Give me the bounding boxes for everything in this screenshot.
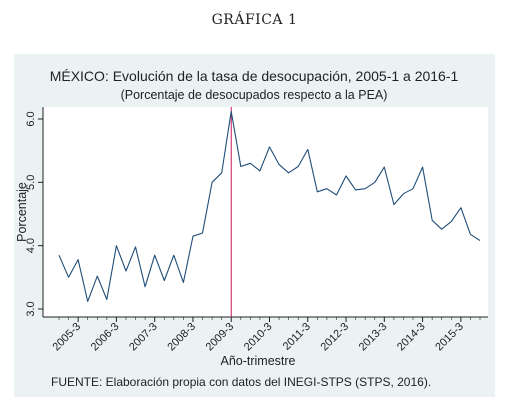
x-tick-label: 2008-3	[165, 321, 198, 354]
y-tick-label: 4.0	[25, 238, 37, 253]
y-tick-label: 6.0	[25, 111, 37, 126]
x-tick-label: 2007-3	[127, 321, 160, 354]
x-tick-label: 2010-3	[242, 321, 275, 354]
chart-panel: MÉXICO: Evolución de la tasa de desocupa…	[14, 54, 495, 397]
plot-area	[43, 107, 488, 317]
y-tick-label: 5.0	[25, 175, 37, 190]
figure-caption: GRÁFICA 1	[211, 12, 298, 28]
x-tick-label: 2006-3	[89, 321, 122, 354]
x-axis-label: Año-trimestre	[220, 354, 295, 368]
source-note: FUENTE: Elaboración propia con datos del…	[51, 375, 431, 389]
x-tick-label: 2014-3	[395, 321, 428, 354]
x-tick-label: 2012-3	[318, 321, 351, 354]
series-line-unemployment	[58, 110, 481, 302]
x-tick-label: 2015-3	[433, 321, 466, 354]
x-tick-label: 2013-3	[357, 321, 390, 354]
chart-title: MÉXICO: Evolución de la tasa de desocupa…	[50, 68, 459, 84]
chart-subtitle: (Porcentaje de desocupados respecto a la…	[121, 88, 388, 102]
y-axis-label: Porcentaje	[15, 182, 29, 242]
x-tick-label: 2009-3	[204, 321, 237, 354]
x-tick-label: 2011-3	[281, 321, 313, 353]
y-tick-label: 3.0	[25, 301, 37, 316]
unemployment-line-chart: MÉXICO: Evolución de la tasa de desocupa…	[15, 68, 488, 389]
x-tick-label: 2005-3	[51, 321, 84, 354]
